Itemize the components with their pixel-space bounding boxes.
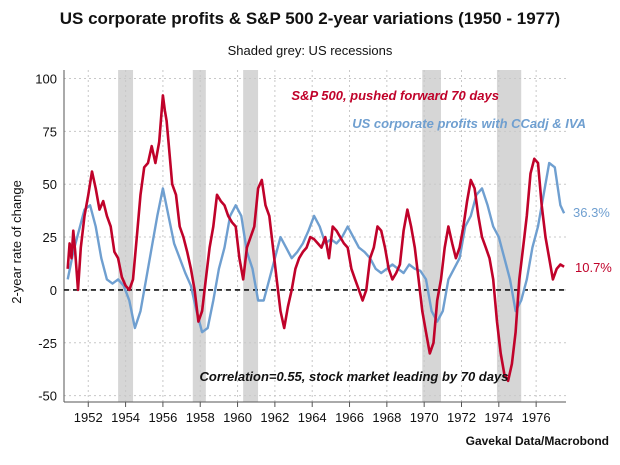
y-tick-label: 75: [43, 124, 57, 139]
y-tick-label: 0: [50, 283, 57, 298]
x-tick-label: 1954: [111, 410, 140, 425]
y-tick-label: 100: [35, 71, 57, 86]
x-tick-label: 1956: [148, 410, 177, 425]
y-tick-label: 50: [43, 177, 57, 192]
end-label-sp500: 10.7%: [575, 260, 612, 275]
x-tick-label: 1976: [522, 410, 551, 425]
x-tick-label: 1974: [484, 410, 513, 425]
source-credit: Gavekal Data/Macrobond: [466, 434, 609, 448]
chart-title: US corporate profits & S&P 500 2-year va…: [60, 9, 560, 28]
recession-band-1: [192, 70, 206, 402]
x-tick-label: 1970: [410, 410, 439, 425]
legend-profits: US corporate profits with CCadj & IVA: [352, 116, 586, 131]
chart-subtitle: Shaded grey: US recessions: [228, 43, 393, 58]
correlation-annotation: Correlation=0.55, stock market leading b…: [200, 369, 509, 384]
y-tick-label: -25: [38, 336, 57, 351]
series-profits-line: [66, 161, 566, 334]
legend-sp500: S&P 500, pushed forward 70 days: [291, 88, 499, 103]
x-tick-label: 1958: [186, 410, 215, 425]
y-axis-label: 2-year rate of change: [9, 180, 24, 304]
x-tick-label: 1962: [260, 410, 289, 425]
x-tick-label: 1952: [74, 410, 103, 425]
series-sp500-line: [66, 94, 565, 383]
plot-area: -50 -25 0 25 50 75 100 1952 1954 1956 1958 1960 1962…: [35, 70, 566, 425]
x-tick-label: 1968: [372, 410, 401, 425]
x-tick-label: 1960: [223, 410, 252, 425]
y-tick-label: -50: [38, 389, 57, 404]
x-tick-label: 1966: [335, 410, 364, 425]
y-tick-label: 25: [43, 230, 57, 245]
x-tick-label: 1964: [298, 410, 327, 425]
end-label-profits: 36.3%: [573, 205, 610, 220]
x-tick-label: 1972: [447, 410, 476, 425]
